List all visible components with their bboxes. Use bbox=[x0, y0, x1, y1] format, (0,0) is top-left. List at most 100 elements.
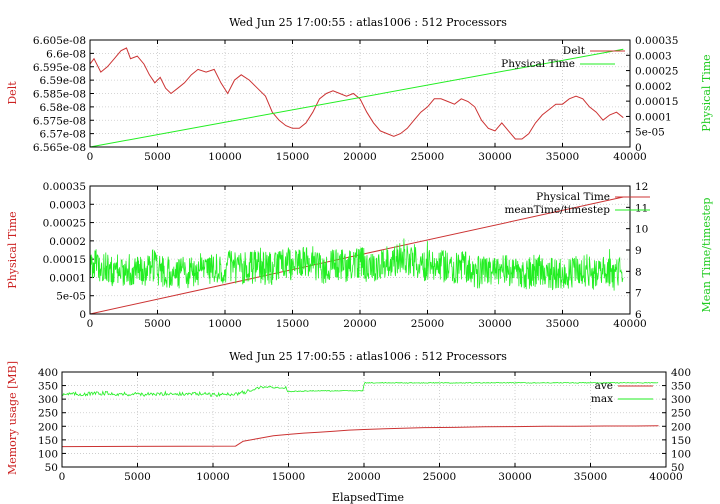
x-tick-label: 30000 bbox=[478, 318, 511, 330]
panel-1-series bbox=[89, 47, 624, 148]
y-tick-label: 200 bbox=[38, 421, 58, 433]
x-tick-label: 10000 bbox=[208, 318, 241, 330]
y-tick-label: 350 bbox=[38, 381, 58, 393]
panel-3-legend: ave max bbox=[591, 380, 653, 405]
y-tick-label: 6.585e-08 bbox=[33, 89, 86, 101]
y-tick-label: 6.595e-08 bbox=[33, 62, 86, 74]
x-tick-label: 35000 bbox=[574, 471, 607, 483]
y2-tick-label: 300 bbox=[671, 394, 691, 406]
x-tick-label: 15000 bbox=[276, 151, 309, 163]
y2-tick-label: 0.0003 bbox=[635, 50, 672, 62]
panel-3-legend-label-max: max bbox=[591, 393, 613, 405]
panel-3-series bbox=[61, 382, 659, 448]
panel-1-y-axis-label: Delt bbox=[6, 81, 19, 105]
series-line-physical-time bbox=[89, 48, 624, 148]
y2-tick-label: 6 bbox=[635, 309, 642, 321]
y-tick-label: 6.57e-08 bbox=[39, 129, 86, 141]
y-tick-label: 6.59e-08 bbox=[39, 75, 86, 87]
y2-tick-label: 12 bbox=[635, 181, 648, 193]
panel-2-legend-label-physical-time: Physical Time bbox=[536, 191, 610, 203]
y-tick-label: 0 bbox=[79, 309, 86, 321]
panel-1-legend-label-delt: Delt bbox=[563, 45, 586, 57]
x-tick-label: 5000 bbox=[144, 318, 171, 330]
y2-tick-label: 0 bbox=[635, 142, 642, 154]
series-line-max bbox=[61, 382, 659, 398]
panel-1-ticks: 0 5000 10000 15000 20000 25000 30000 35000 40000… bbox=[33, 35, 679, 163]
y2-tick-label: 200 bbox=[671, 421, 691, 433]
y2-tick-label: 50 bbox=[671, 462, 684, 474]
x-tick-label: 20000 bbox=[347, 471, 380, 483]
panel-3-legend-label-ave: ave bbox=[595, 380, 613, 392]
x-tick-label: 30000 bbox=[498, 471, 531, 483]
y-tick-label: 6.605e-08 bbox=[33, 35, 86, 47]
x-tick-label: 20000 bbox=[343, 318, 376, 330]
y2-tick-label: 9 bbox=[635, 245, 642, 257]
panel-2-y2-axis-label: Mean Time/timestep bbox=[700, 198, 713, 313]
y2-tick-label: 350 bbox=[671, 381, 691, 393]
y2-tick-label: 0.00015 bbox=[635, 96, 678, 108]
y2-tick-label: 0.0001 bbox=[635, 111, 672, 123]
y-tick-label: 5e-05 bbox=[56, 291, 86, 303]
y-tick-label: 150 bbox=[38, 435, 58, 447]
panel-1: Wed Jun 25 17:00:55 : atlas1006 : 512 Pr… bbox=[6, 16, 713, 163]
x-tick-label: 35000 bbox=[546, 151, 579, 163]
x-tick-label: 5000 bbox=[124, 471, 151, 483]
x-tick-label: 25000 bbox=[423, 471, 456, 483]
y-tick-label: 50 bbox=[45, 462, 58, 474]
y-tick-label: 400 bbox=[38, 367, 58, 379]
y2-tick-label: 10 bbox=[635, 224, 648, 236]
y2-tick-label: 0.00035 bbox=[635, 35, 678, 47]
y-tick-label: 0.0003 bbox=[49, 199, 86, 211]
series-line-ave bbox=[61, 425, 659, 448]
x-tick-label: 25000 bbox=[411, 318, 444, 330]
panel-2: Physical Time Mean Time/timestep 0 5000 10… bbox=[6, 181, 713, 330]
x-tick-label: 30000 bbox=[478, 151, 511, 163]
panel-2-frame bbox=[89, 185, 631, 315]
y2-tick-label: 8 bbox=[635, 266, 642, 278]
y-tick-label: 0.00025 bbox=[43, 218, 86, 230]
panel-3: Wed Jun 25 17:00:55 : atlas1006 : 512 Pr… bbox=[6, 350, 691, 504]
y2-tick-label: 100 bbox=[671, 448, 691, 460]
panel-1-title: Wed Jun 25 17:00:55 : atlas1006 : 512 Pr… bbox=[229, 16, 507, 29]
y-tick-label: 6.58e-08 bbox=[39, 102, 86, 114]
panel-3-title: Wed Jun 25 17:00:55 : atlas1006 : 512 Pr… bbox=[229, 350, 507, 363]
panel-3-ticks: 0 5000 10000 15000 20000 25000 30000 35000 40000… bbox=[38, 367, 691, 483]
panel-3-x-axis-label: ElapsedTime bbox=[332, 491, 404, 504]
y2-tick-label: 250 bbox=[671, 408, 691, 420]
x-tick-label: 40000 bbox=[613, 151, 646, 163]
y-tick-label: 0.0001 bbox=[49, 272, 86, 284]
panel-1-y2-axis-label: Physical Time bbox=[700, 54, 713, 131]
y-tick-label: 6.6e-08 bbox=[46, 48, 86, 60]
series-line-delt bbox=[89, 47, 624, 140]
panel-1-legend-label-physical-time: Physical Time bbox=[501, 58, 575, 70]
panel-2-series bbox=[89, 196, 624, 315]
panel-1-grid bbox=[90, 40, 630, 147]
y-tick-label: 0.00015 bbox=[43, 254, 86, 266]
panel-2-legend-label-meantime: meanTime/timestep bbox=[504, 204, 610, 216]
x-tick-label: 10000 bbox=[208, 151, 241, 163]
panel-1-frame bbox=[89, 39, 631, 148]
y-tick-label: 6.575e-08 bbox=[33, 115, 86, 127]
x-tick-label: 25000 bbox=[411, 151, 444, 163]
y2-tick-label: 150 bbox=[671, 435, 691, 447]
y2-tick-label: 11 bbox=[635, 202, 648, 214]
x-tick-label: 20000 bbox=[343, 151, 376, 163]
y-tick-label: 6.565e-08 bbox=[33, 142, 86, 154]
x-tick-label: 0 bbox=[87, 151, 94, 163]
x-tick-label: 15000 bbox=[272, 471, 305, 483]
y2-tick-label: 7 bbox=[635, 288, 642, 300]
y-tick-label: 250 bbox=[38, 408, 58, 420]
y-tick-label: 0.0002 bbox=[49, 236, 86, 248]
x-tick-label: 10000 bbox=[196, 471, 229, 483]
y-tick-label: 100 bbox=[38, 448, 58, 460]
panel-2-y-axis-label: Physical Time bbox=[6, 211, 19, 288]
x-tick-label: 5000 bbox=[144, 151, 171, 163]
y2-tick-label: 0.00025 bbox=[635, 66, 678, 78]
y2-tick-label: 400 bbox=[671, 367, 691, 379]
y2-tick-label: 0.0002 bbox=[635, 81, 672, 93]
panel-3-y-axis-label: Memory usage [MB] bbox=[6, 361, 19, 475]
series-line-meantime-timestep bbox=[89, 238, 624, 291]
x-tick-label: 35000 bbox=[546, 318, 579, 330]
